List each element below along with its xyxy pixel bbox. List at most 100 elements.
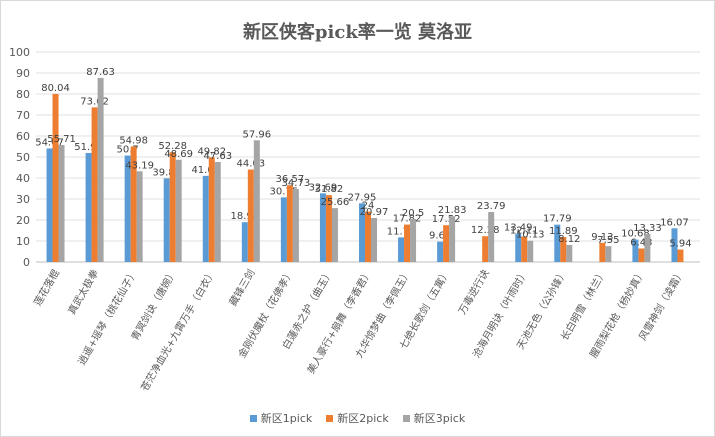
bar — [554, 224, 561, 262]
bar — [325, 195, 332, 262]
bar — [124, 155, 131, 262]
data-label: 8.12 — [558, 234, 580, 245]
data-label: 17.79 — [543, 214, 572, 225]
y-tick-label: 0 — [23, 256, 30, 269]
data-label: 54.07 — [35, 137, 64, 148]
bar — [371, 217, 377, 262]
y-tick-label: 50 — [16, 151, 30, 164]
bar — [247, 169, 254, 262]
bar — [398, 237, 405, 262]
bar — [359, 203, 365, 262]
data-label: 13.33 — [633, 223, 662, 234]
bar — [241, 222, 248, 262]
x-tick-label: 真武太极拳 — [65, 267, 101, 317]
x-tick-label: 藏锋三剑 — [226, 267, 257, 308]
x-tick-label: 莲花落棍 — [31, 267, 62, 308]
data-label: 57.96 — [243, 129, 272, 140]
data-label: 31.82 — [315, 184, 344, 195]
bar — [527, 240, 534, 262]
data-label: 23.79 — [477, 201, 506, 212]
data-label: 10.13 — [516, 230, 545, 241]
bar — [560, 237, 567, 262]
data-label: 11.89 — [549, 226, 578, 237]
bar — [136, 171, 143, 262]
data-label: 6.43 — [630, 237, 652, 248]
legend-item-series-2: 新区2pick — [326, 410, 389, 426]
data-label: 17.82 — [393, 214, 422, 225]
data-label: 47.63 — [203, 151, 232, 162]
data-label: 20.97 — [360, 207, 389, 218]
data-label: 49.82 — [197, 146, 226, 157]
legend-swatch — [249, 414, 257, 422]
data-label: 9.13 — [591, 232, 613, 243]
data-label: 25.66 — [321, 197, 350, 208]
y-tick-label: 80 — [16, 88, 30, 101]
bar — [488, 212, 495, 262]
data-label: 17.52 — [432, 214, 461, 225]
y-tick-label: 70 — [16, 109, 30, 122]
bar — [130, 146, 137, 262]
bar — [671, 228, 678, 262]
bar — [410, 218, 417, 262]
y-tick-label: 10 — [16, 235, 30, 248]
bar — [638, 248, 645, 262]
data-label: 55.71 — [47, 134, 76, 145]
bar — [644, 234, 651, 262]
y-tick-label: 30 — [16, 193, 30, 206]
bar — [521, 236, 528, 262]
bar — [85, 152, 92, 262]
x-tick-label: 苍茫净血光+九霄万手（白衣） — [138, 267, 218, 393]
legend-label: 新区1pick — [260, 412, 313, 425]
bar — [169, 152, 176, 262]
data-label: 43.19 — [125, 160, 154, 171]
data-label: 11.73 — [387, 226, 416, 237]
legend-item-series-3: 新区3pick — [402, 410, 466, 426]
data-label: 87.63 — [86, 67, 115, 78]
data-label: 41.03 — [191, 165, 220, 176]
y-tick-label: 60 — [16, 130, 30, 143]
data-label: 7.55 — [597, 235, 619, 246]
data-label: 51.92 — [74, 142, 103, 153]
bar — [202, 175, 209, 262]
data-label: 13.49 — [504, 223, 533, 234]
data-label: 80.04 — [41, 83, 70, 94]
data-label: 5.94 — [669, 239, 691, 250]
bar — [515, 233, 522, 262]
data-label: 9.68 — [429, 231, 451, 242]
data-label: 50.7 — [117, 145, 139, 156]
bar — [632, 239, 639, 262]
chart-title: 新区侠客pick率一览 莫洛亚 — [242, 22, 473, 43]
data-label: 52.28 — [158, 141, 187, 152]
data-label: 54.98 — [119, 136, 148, 147]
data-label: 21.83 — [438, 205, 467, 216]
bar — [605, 246, 612, 262]
bar — [91, 107, 98, 262]
bar — [163, 178, 170, 262]
data-label: 36.57 — [276, 174, 305, 185]
data-label: 34.73 — [282, 178, 311, 189]
data-label: 16.07 — [660, 217, 689, 228]
data-label: 39.83 — [152, 167, 181, 178]
legend-label: 新区2pick — [337, 412, 389, 425]
bar — [286, 185, 293, 262]
y-tick-label: 100 — [9, 46, 30, 59]
legend-item-series-1: 新区1pick — [249, 410, 313, 426]
bar — [449, 216, 456, 262]
legend-swatch — [402, 414, 410, 422]
y-tick-label: 40 — [16, 172, 30, 185]
bar — [443, 225, 450, 262]
bar — [331, 208, 338, 262]
bar — [404, 224, 411, 262]
data-label: 24 — [362, 201, 375, 212]
data-label: 27.95 — [348, 192, 377, 203]
bar — [677, 249, 684, 262]
data-label: 20.5 — [402, 208, 424, 219]
x-tick-label: 美人豪行+扇舞（李香君） — [304, 267, 374, 376]
data-label: 10.68 — [621, 229, 650, 240]
bar — [46, 148, 53, 262]
y-tick-label: 20 — [16, 214, 30, 227]
bar — [437, 241, 444, 262]
bar — [58, 145, 65, 262]
legend-label: 新区3pick — [413, 412, 466, 425]
